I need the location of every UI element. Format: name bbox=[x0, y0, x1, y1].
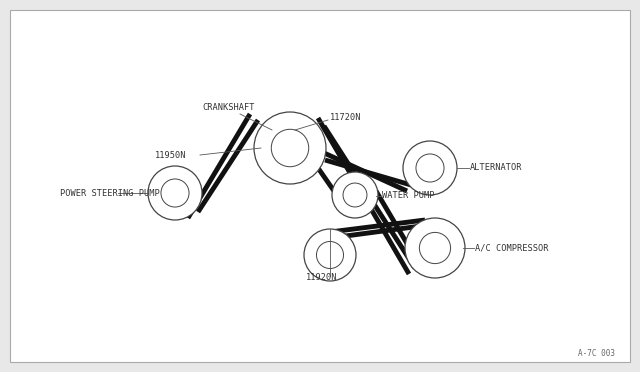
Text: 11950N: 11950N bbox=[155, 151, 186, 160]
Text: CRANKSHAFT: CRANKSHAFT bbox=[202, 103, 255, 112]
Text: A-7C 003: A-7C 003 bbox=[578, 350, 615, 359]
Circle shape bbox=[254, 112, 326, 184]
Text: 11920N: 11920N bbox=[307, 273, 338, 282]
Text: 11720N: 11720N bbox=[330, 113, 362, 122]
Circle shape bbox=[405, 218, 465, 278]
Text: WATER PUMP: WATER PUMP bbox=[382, 192, 435, 201]
Text: ALTERNATOR: ALTERNATOR bbox=[470, 164, 522, 173]
Text: POWER STEERING PUMP: POWER STEERING PUMP bbox=[60, 189, 160, 198]
Circle shape bbox=[304, 229, 356, 281]
Circle shape bbox=[332, 172, 378, 218]
Circle shape bbox=[403, 141, 457, 195]
Circle shape bbox=[148, 166, 202, 220]
Text: A/C COMPRESSOR: A/C COMPRESSOR bbox=[475, 244, 548, 253]
